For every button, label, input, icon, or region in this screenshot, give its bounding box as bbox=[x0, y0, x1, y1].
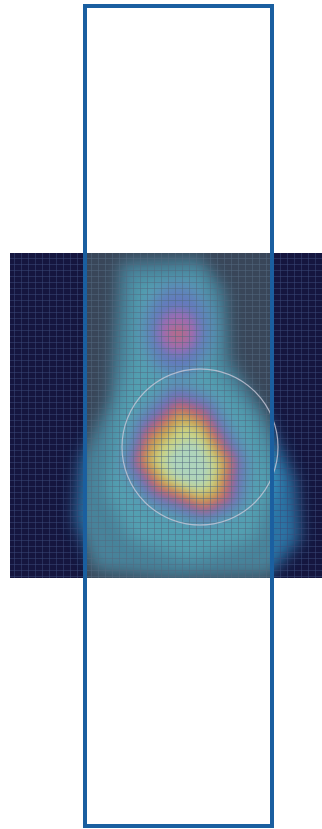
selection-frame bbox=[83, 4, 274, 828]
heatmap bbox=[10, 253, 322, 578]
